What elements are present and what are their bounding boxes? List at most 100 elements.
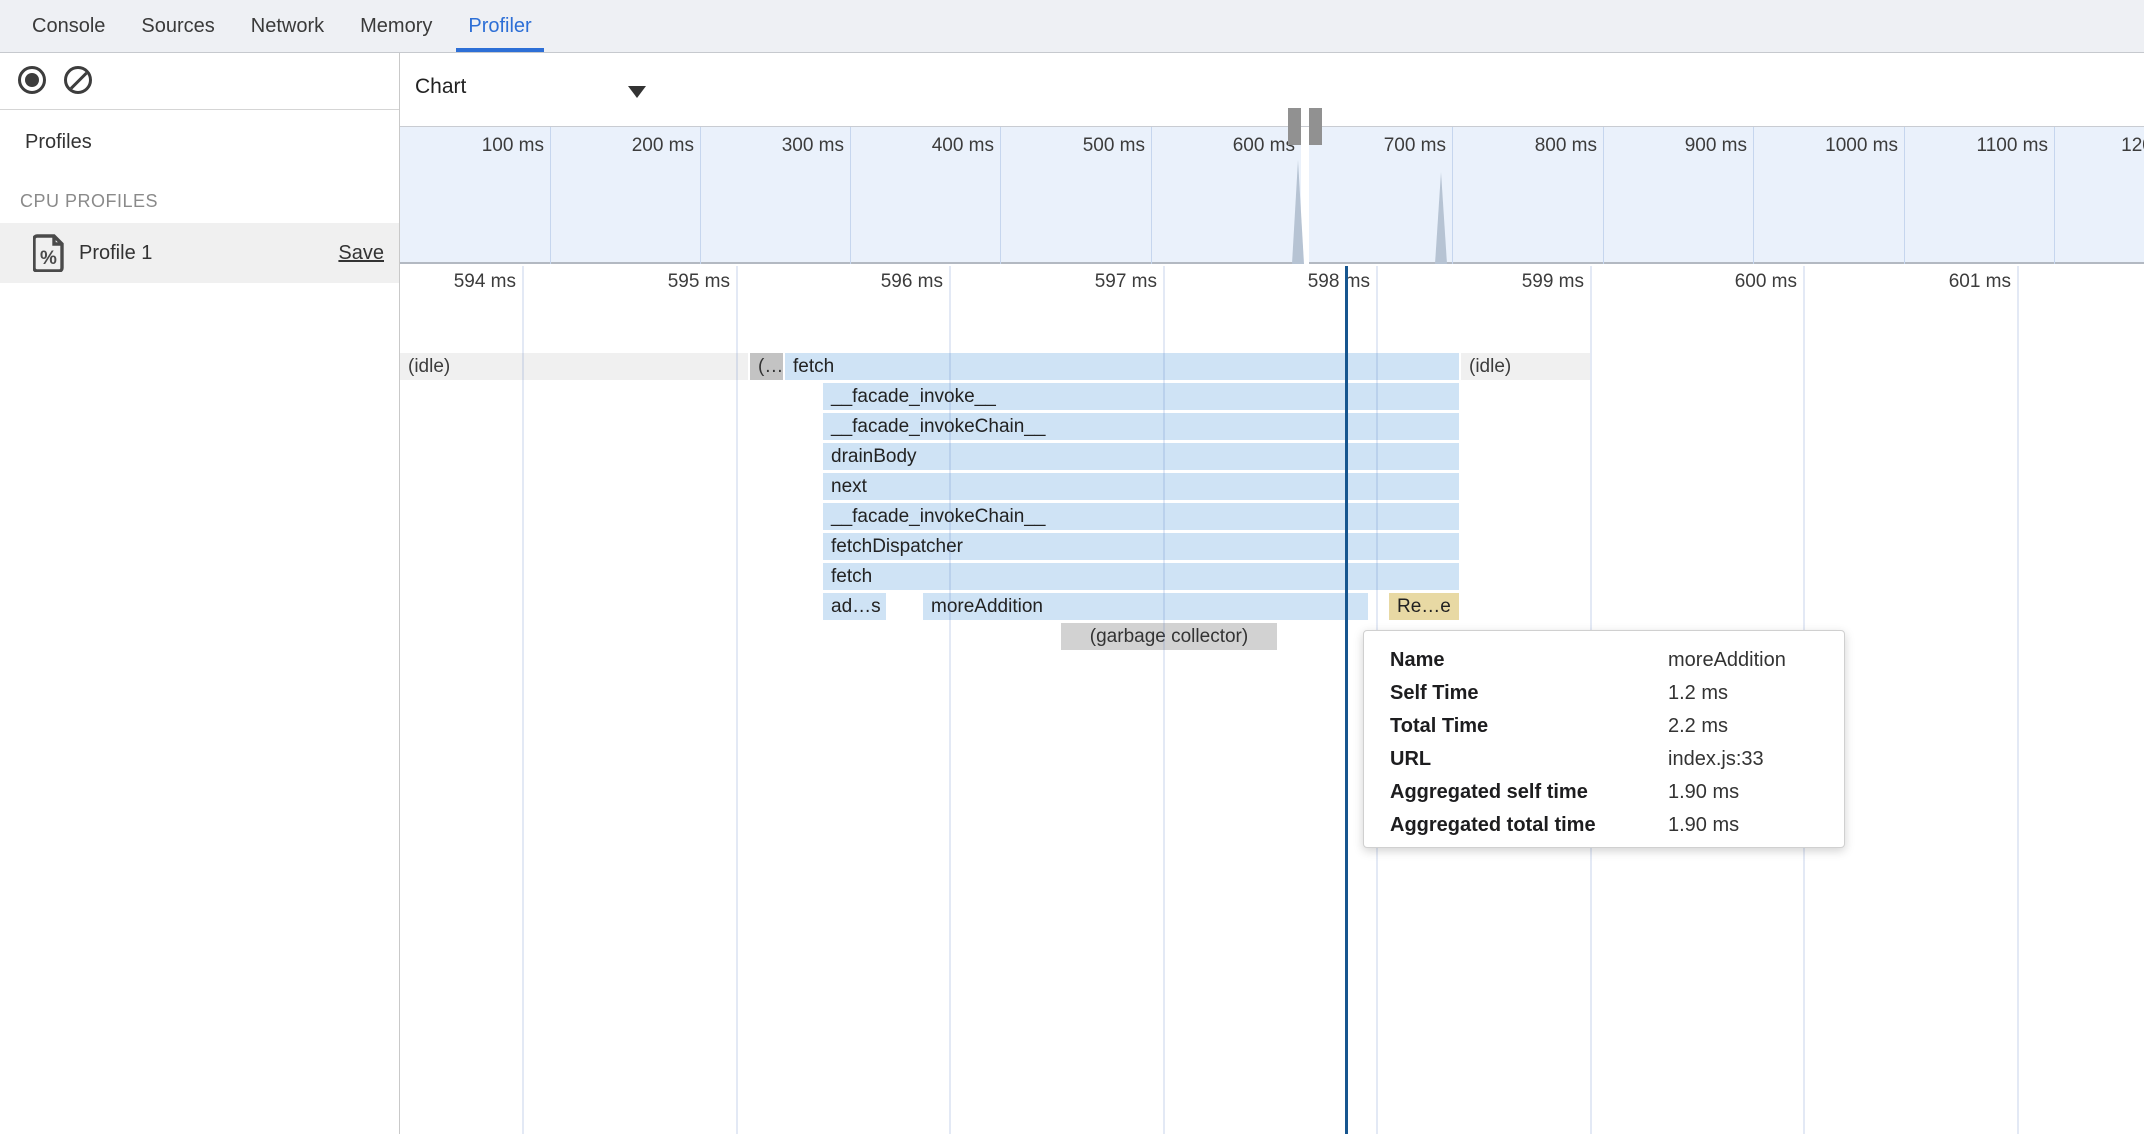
timeline-overview[interactable]: 100 ms 200 ms 300 ms 400 ms 500 ms 600 ms 700 … [400, 108, 2144, 264]
detail-tick-label: 595 ms [667, 271, 730, 292]
clear-profiles-button[interactable] [64, 66, 94, 96]
detail-gridline [2017, 266, 2019, 1134]
save-profile-link[interactable]: Save [338, 241, 384, 264]
chevron-down-icon[interactable] [628, 86, 646, 98]
overview-tick-label: 500 ms [1082, 135, 1145, 156]
cpu-profiles-section-header: CPU PROFILES [20, 191, 159, 211]
tooltip-value: 1.2 ms [1668, 682, 1729, 704]
detail-tick-label: 597 ms [1094, 271, 1157, 292]
tooltip-row: Aggregated self time 1.90 ms [1390, 776, 1844, 809]
overview-tick-label: 600 ms [1232, 135, 1295, 156]
detail-tick-label: 596 ms [880, 271, 943, 292]
overview-gridline [1904, 127, 1905, 264]
detail-gridline [522, 266, 524, 1134]
overview-tick-label: 800 ms [1534, 135, 1597, 156]
flame-bar[interactable]: (idle) [1461, 353, 1590, 380]
flame-bar[interactable]: __facade_invokeChain__ [823, 503, 1459, 530]
profiles-title: Profiles [25, 131, 92, 153]
flame-bar[interactable]: __facade_invokeChain__ [823, 413, 1459, 440]
flame-bar[interactable]: (garbage collector) [1061, 623, 1277, 650]
devtools-tab-bar: Console Sources Network Memory Profiler [0, 0, 2144, 53]
overview-gridline [1452, 127, 1453, 264]
detail-tick-label: 600 ms [1734, 271, 1797, 292]
overview-tick-label: 200 ms [631, 135, 694, 156]
tooltip-value: 2.2 ms [1668, 715, 1729, 737]
flame-bar[interactable]: drainBody [823, 443, 1459, 470]
profile-document-icon: % [33, 234, 64, 272]
detail-tick-label: 598 ms [1307, 271, 1370, 292]
overview-gridline [1753, 127, 1754, 264]
overview-gridline [1000, 127, 1001, 264]
overview-selection-region [1301, 127, 1309, 264]
flame-chart: 594 ms 595 ms 596 ms 597 ms 598 ms 599 ms 600 … [400, 266, 2144, 1134]
tooltip-row: Aggregated total time 1.90 ms [1390, 809, 1844, 842]
frame-tooltip: Name moreAddition Self Time 1.2 ms Total Tim… [1363, 630, 1845, 848]
tooltip-value: 1.90 ms [1668, 814, 1740, 836]
detail-tick-label: 594 ms [453, 271, 516, 292]
tab-network[interactable]: Network [250, 14, 325, 37]
tooltip-label: Aggregated total time [1390, 814, 1596, 836]
detail-gridline [1163, 266, 1165, 1134]
overview-tick-label: 1100 ms [1976, 135, 2048, 156]
detail-tick-label: 599 ms [1521, 271, 1584, 292]
overview-tick-label: 400 ms [931, 135, 994, 156]
overview-tick-label: 1000 ms [1825, 135, 1898, 156]
svg-text:%: % [40, 248, 57, 269]
flame-bar[interactable]: (idle) [400, 353, 748, 380]
flame-bar[interactable]: (… [750, 353, 783, 380]
profiler-content: Chart 100 ms 200 ms 300 ms 400 ms 500 ms 600 … [400, 53, 2144, 1134]
flame-bar[interactable]: fetch [823, 563, 1459, 590]
tab-console[interactable]: Console [32, 14, 106, 37]
selection-handle-right[interactable] [1309, 108, 1322, 145]
profiles-sidebar: Profiles CPU PROFILES % Profile 1 Save [0, 53, 400, 1134]
overview-tick-label: 900 ms [1684, 135, 1747, 156]
tooltip-label: URL [1390, 748, 1432, 770]
tooltip-row: Self Time 1.2 ms [1390, 677, 1844, 710]
record-profile-icon [18, 66, 46, 94]
overview-gridline [1151, 127, 1152, 264]
flame-bar[interactable]: moreAddition [923, 593, 1368, 620]
view-mode-bar: Chart [400, 53, 2144, 127]
detail-gridline [949, 266, 951, 1134]
tooltip-row: Total Time 2.2 ms [1390, 710, 1844, 743]
overview-tick-label: 300 ms [781, 135, 844, 156]
overview-gridline [550, 127, 551, 264]
selection-handle-left[interactable] [1288, 108, 1301, 145]
flame-bar[interactable]: Re…e [1389, 593, 1459, 620]
record-profile-button[interactable] [18, 66, 48, 96]
detail-gridline [736, 266, 738, 1134]
tab-memory[interactable]: Memory [360, 14, 433, 37]
flame-bar[interactable]: __facade_invoke__ [823, 383, 1459, 410]
overview-tick-label: 700 ms [1383, 135, 1446, 156]
tooltip-label: Name [1390, 649, 1445, 671]
overview-gridline [850, 127, 851, 264]
cpu-activity-spike [1435, 172, 1447, 264]
flame-bar[interactable]: ad…s [823, 593, 886, 620]
current-time-marker [1345, 266, 1348, 1134]
tooltip-value: moreAddition [1668, 649, 1786, 671]
flame-bar[interactable]: fetch [785, 353, 1459, 380]
tooltip-value: index.js:33 [1668, 748, 1764, 770]
overview-gridline [700, 127, 701, 264]
view-mode-select[interactable]: Chart [415, 75, 467, 98]
tooltip-label: Aggregated self time [1390, 781, 1588, 803]
overview-tick-label: 100 ms [481, 135, 544, 156]
tooltip-label: Self Time [1390, 682, 1479, 704]
profile-list-item[interactable]: % Profile 1 Save [0, 223, 399, 283]
flame-bar[interactable]: fetchDispatcher [823, 533, 1459, 560]
tooltip-value: 1.90 ms [1668, 781, 1740, 803]
overview-gridline [1603, 127, 1604, 264]
tab-profiler[interactable]: Profiler [450, 0, 549, 52]
tooltip-row: URL index.js:33 [1390, 743, 1844, 776]
overview-tick-label: 1200 ms [2121, 135, 2144, 156]
tooltip-label: Total Time [1390, 715, 1489, 737]
overview-gridline [2054, 127, 2055, 264]
detail-tick-label: 601 ms [1948, 271, 2011, 292]
profile-name: Profile 1 [79, 241, 153, 264]
tooltip-row: Name moreAddition [1390, 644, 1844, 677]
tab-sources[interactable]: Sources [141, 14, 215, 37]
flame-bar[interactable]: next [823, 473, 1459, 500]
profiler-toolbar [0, 53, 399, 110]
clear-profiles-icon [64, 66, 92, 94]
